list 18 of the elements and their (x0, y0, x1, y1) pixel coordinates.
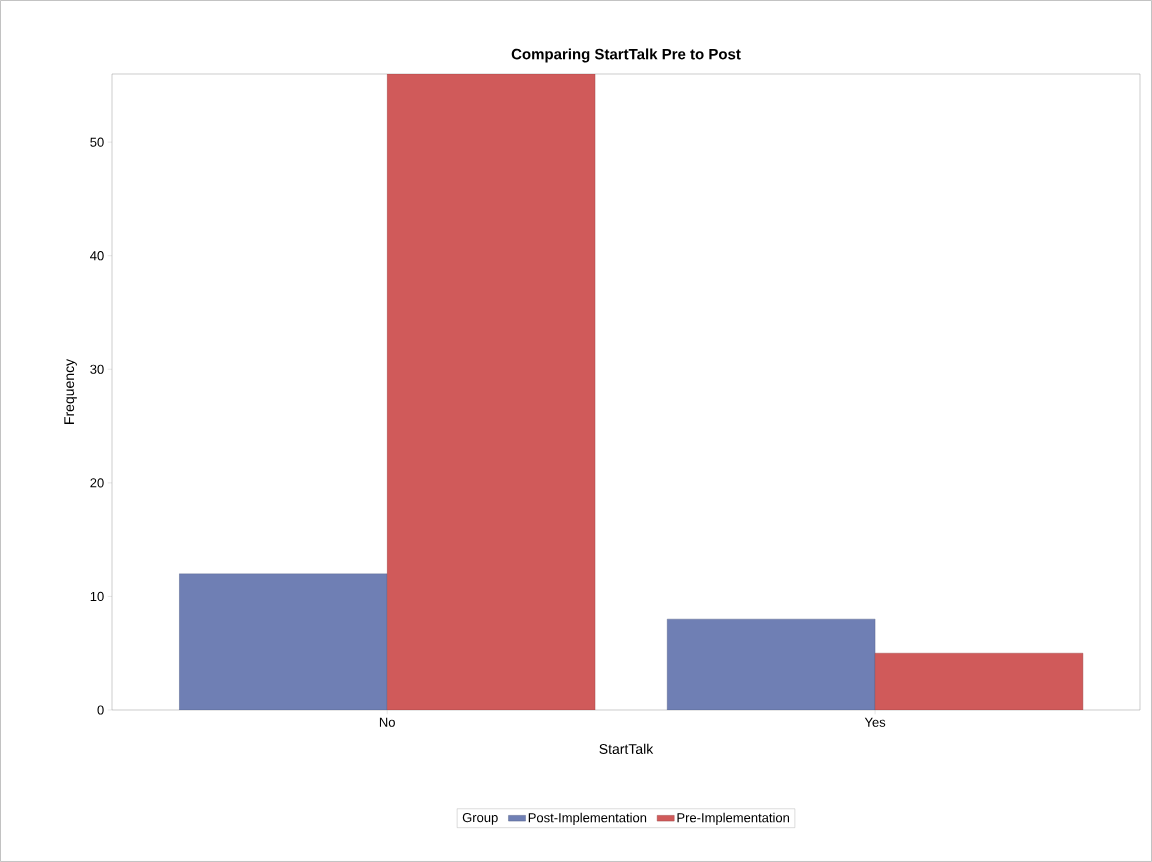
chart-title: Comparing StartTalk Pre to Post (511, 48, 741, 63)
y-tick-label: 10 (90, 591, 104, 602)
legend-title: Group (462, 812, 498, 825)
bar (667, 618, 876, 710)
legend-label: Pre-Implementation (677, 812, 790, 825)
x-tick-label: Yes (864, 717, 886, 727)
bar (874, 653, 1084, 710)
x-tick-label: No (379, 717, 395, 727)
bar (386, 73, 596, 710)
legend-label: Post-Implementation (528, 812, 647, 825)
y-tick-label: 20 (90, 478, 104, 488)
y-tick-label: 0 (97, 705, 104, 715)
y-tick-label: 30 (90, 364, 104, 374)
y-tick-label: 40 (90, 251, 104, 261)
x-axis-title: StartTalk (599, 743, 654, 755)
y-tick-label: 50 (90, 137, 104, 147)
bar (179, 573, 388, 710)
y-axis-title: Frequency (64, 358, 77, 424)
